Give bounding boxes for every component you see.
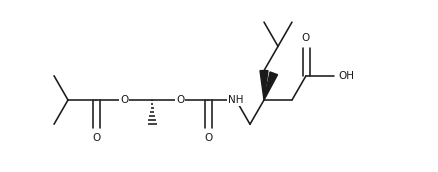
Text: O: O	[120, 95, 128, 105]
Text: O: O	[92, 133, 100, 143]
Text: O: O	[204, 133, 212, 143]
Text: O: O	[302, 33, 310, 43]
Polygon shape	[264, 72, 278, 100]
Text: OH: OH	[338, 71, 354, 81]
Polygon shape	[260, 71, 268, 100]
Text: NH: NH	[228, 95, 244, 105]
Text: O: O	[176, 95, 184, 105]
